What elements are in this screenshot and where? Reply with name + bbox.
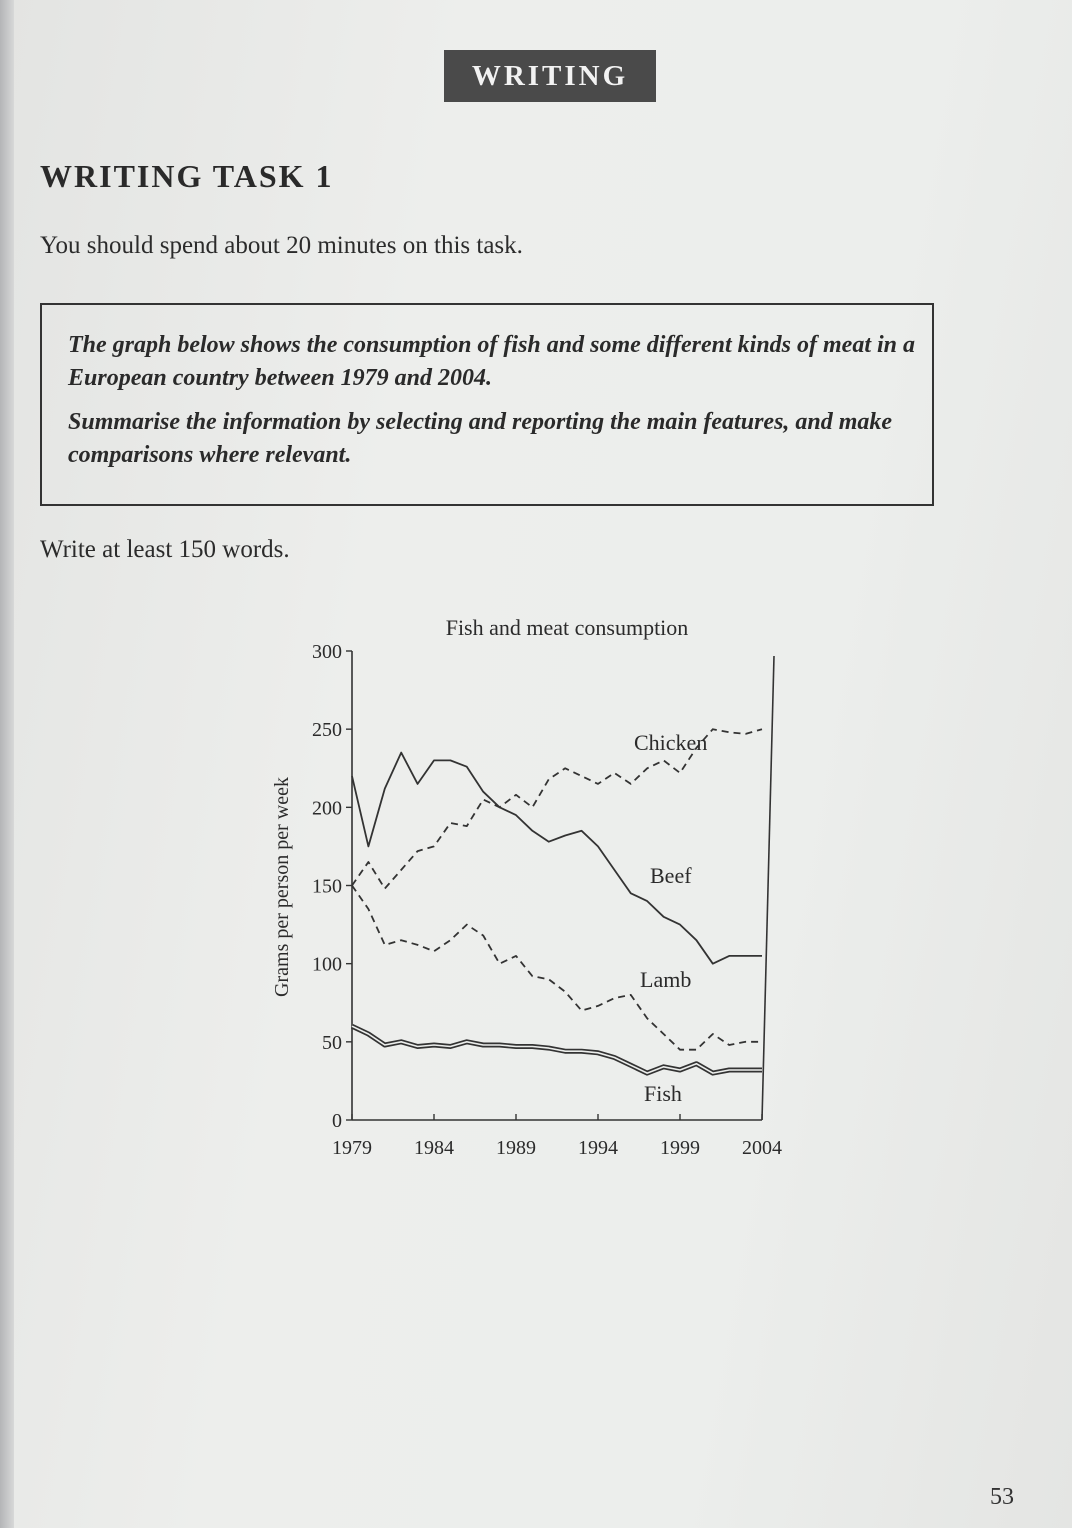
x-tick-label: 1994	[578, 1137, 618, 1159]
x-tick-label: 1984	[414, 1137, 454, 1159]
y-tick-label: 150	[312, 876, 342, 898]
page-gutter-edge	[0, 0, 14, 1528]
y-tick-label: 300	[312, 641, 342, 663]
task-title: WRITING TASK 1	[40, 158, 334, 194]
section-banner: WRITING	[444, 50, 656, 102]
y-tick-label: 0	[332, 1110, 342, 1132]
beef-series-line	[351, 751, 762, 965]
chart-title: Fish and meat consumption	[446, 615, 689, 640]
prompt-description: The graph below shows the consumption of…	[68, 332, 915, 391]
y-tick-label: 200	[312, 797, 342, 819]
chicken-series-line	[351, 728, 763, 890]
y-tick-label: 50	[322, 1032, 342, 1054]
x-tick-label: 1989	[496, 1137, 536, 1159]
lamb-series-label: Lamb	[640, 967, 691, 992]
chart-series	[350, 728, 763, 1076]
series-labels: Chicken Beef Lamb Fish	[634, 730, 707, 1106]
chart-axes: 0 50 100 150 200 250 300 1979 1984 1989 1994 1999 20…	[312, 641, 782, 1159]
x-tick-label: 1999	[660, 1137, 700, 1159]
page-number: 53	[990, 1484, 1014, 1510]
fish-series-label: Fish	[644, 1081, 682, 1106]
y-tick-label: 100	[312, 954, 342, 976]
lamb-series-line	[351, 884, 762, 1051]
beef-series-label: Beef	[650, 863, 692, 888]
chicken-series-label: Chicken	[634, 730, 707, 755]
right-frame-line	[761, 655, 775, 1121]
word-count-instruction: Write at least 150 words.	[40, 536, 290, 563]
fish-series-line-inner	[351, 1025, 762, 1074]
y-tick-label: 250	[312, 719, 342, 741]
time-instruction: You should spend about 20 minutes on thi…	[40, 232, 523, 259]
x-tick-label: 2004	[742, 1137, 782, 1159]
y-axis-label: Grams per person per week	[271, 777, 293, 997]
prompt-directive: Summarise the information by selecting a…	[68, 409, 893, 468]
x-tick-label: 1979	[332, 1137, 372, 1159]
task-prompt-box: The graph below shows the consumption of…	[40, 303, 934, 506]
